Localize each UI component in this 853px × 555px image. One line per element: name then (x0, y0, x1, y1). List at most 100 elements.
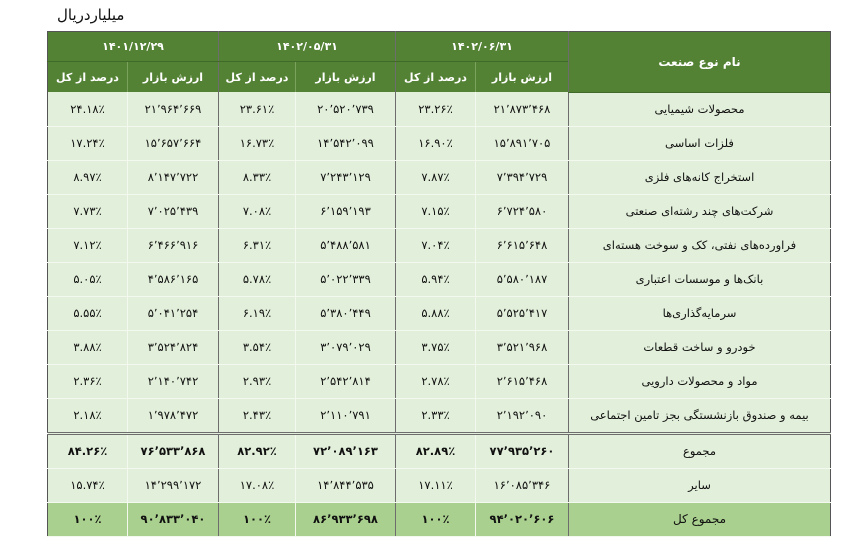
market-value-cell: ۱٬۹۷۸٬۴۷۲ (127, 398, 219, 434)
percent-cell: ۲.۴۳٪ (218, 398, 296, 434)
market-value-cell: ۹۴٬۰۲۰٬۶۰۶ (475, 501, 569, 537)
industry-name: سرمایه‌گذاری‌ها (568, 296, 831, 331)
percent-cell: ۱۶.۷۳٪ (218, 126, 296, 161)
percent-cell: ۲.۹۳٪ (218, 364, 296, 399)
market-value-cell: ۸۶٬۹۳۳٬۶۹۸ (295, 501, 396, 537)
percent-cell: ۱۰۰٪ (218, 501, 296, 537)
industry-name: مجموع کل (568, 501, 831, 537)
percent-cell: ۵.۸۸٪ (395, 296, 476, 331)
industry-name: مواد و محصولات دارویی (568, 364, 831, 399)
market-value-cell: ۵٬۰۴۱٬۲۵۴ (127, 296, 219, 331)
market-value-cell: ۳٬۰۷۹٬۰۲۹ (295, 330, 396, 365)
market-value-cell: ۵٬۴۸۸٬۵۸۱ (295, 228, 396, 263)
percent-cell: ۷.۸۷٪ (395, 160, 476, 195)
percent-cell: ۲.۳۶٪ (47, 364, 128, 399)
percent-cell: ۷.۷۳٪ (47, 194, 128, 229)
percent-cell: ۷.۱۲٪ (47, 228, 128, 263)
market-value-cell: ۱۵٬۶۵۷٬۶۶۴ (127, 126, 219, 161)
industry-name: فلزات اساسی (568, 126, 831, 161)
industry-name: بانک‌ها و موسسات اعتباری (568, 262, 831, 297)
percent-header: درصد از کل (395, 61, 476, 92)
industry-name: خودرو و ساخت قطعات (568, 330, 831, 365)
market-value-cell: ۲٬۱۱۰٬۷۹۱ (295, 398, 396, 434)
percent-cell: ۵.۵۵٪ (47, 296, 128, 331)
other-row: سایر ۱۶٬۰۸۵٬۳۴۶ ۱۷.۱۱٪ ۱۴٬۸۴۴٬۵۳۵ ۱۷.۰۸٪ ۱۴٬۲… (47, 468, 831, 503)
market-value-cell: ۶٬۷۲۴٬۵۸۰ (475, 194, 569, 229)
market-value-cell: ۱۴٬۵۴۲٬۰۹۹ (295, 126, 396, 161)
table-row: بیمه و صندوق بازنشستگی بجز تامین اجتماعی… (47, 398, 831, 434)
market-value-cell: ۱۴٬۲۹۹٬۱۷۲ (127, 468, 219, 503)
percent-cell: ۸.۹۷٪ (47, 160, 128, 195)
market-value-cell: ۲٬۱۹۲٬۰۹۰ (475, 398, 569, 434)
industry-name: شرکت‌های چند رشته‌ای صنعتی (568, 194, 831, 229)
table-row: مواد و محصولات دارویی ۲٬۶۱۵٬۴۶۸ ۲.۷۸٪ ۲٬۵۴۲… (47, 364, 831, 399)
table-row: محصولات شیمیایی ۲۱٬۸۷۳٬۴۶۸ ۲۳.۲۶٪ ۲۰٬۵۲۰٬۷۳… (47, 92, 831, 127)
percent-cell: ۶.۳۱٪ (218, 228, 296, 263)
industry-name: سایر (568, 468, 831, 503)
percent-cell: ۷.۰۴٪ (395, 228, 476, 263)
market-value-cell: ۷۷٬۹۳۵٬۲۶۰ (475, 431, 569, 469)
percent-cell: ۳.۵۴٪ (218, 330, 296, 365)
table-row: فلزات اساسی ۱۵٬۸۹۱٬۷۰۵ ۱۶.۹۰٪ ۱۴٬۵۴۲٬۰۹۹ ۱۶.… (47, 126, 831, 161)
market-value-cell: ۵٬۵۲۵٬۴۱۷ (475, 296, 569, 331)
percent-cell: ۸۴.۲۶٪ (47, 431, 128, 469)
percent-cell: ۵.۰۵٪ (47, 262, 128, 297)
percent-header: درصد از کل (47, 61, 128, 92)
table-row: فراورده‌های نفتی، کک و سوخت هسته‌ای ۶٬۶۱۵… (47, 228, 831, 263)
market-value-cell: ۶٬۱۵۹٬۱۹۳ (295, 194, 396, 229)
market-value-cell: ۳٬۵۲۱٬۹۶۸ (475, 330, 569, 365)
period-header-2: ۱۴۰۲/۰۵/۳۱ (218, 31, 396, 62)
market-value-cell: ۷۲٬۰۸۹٬۱۶۳ (295, 431, 396, 469)
market-value-header: ارزش بازار (295, 61, 396, 92)
industry-name: فراورده‌های نفتی، کک و سوخت هسته‌ای (568, 228, 831, 263)
market-value-cell: ۱۴٬۸۴۴٬۵۳۵ (295, 468, 396, 503)
market-value-cell: ۲۱٬۹۶۴٬۶۶۹ (127, 92, 219, 127)
market-value-cell: ۶٬۴۶۶٬۹۱۶ (127, 228, 219, 263)
industry-name-header: نام نوع صنعت (568, 31, 831, 93)
period-header-1: ۱۴۰۲/۰۶/۳۱ (395, 31, 569, 62)
grand-total-row: مجموع کل ۹۴٬۰۲۰٬۶۰۶ ۱۰۰٪ ۸۶٬۹۳۳٬۶۹۸ ۱۰۰٪ ۹۰٬۸… (47, 501, 831, 537)
industry-market-value-table: نام نوع صنعت ۱۴۰۲/۰۶/۳۱ ۱۴۰۲/۰۵/۳۱ ۱۴۰۱/… (47, 31, 831, 537)
market-value-cell: ۵٬۳۸۰٬۴۴۹ (295, 296, 396, 331)
table-row: سرمایه‌گذاری‌ها ۵٬۵۲۵٬۴۱۷ ۵.۸۸٪ ۵٬۳۸۰٬۴۴۹ ۶.… (47, 296, 831, 331)
percent-cell: ۸.۳۳٪ (218, 160, 296, 195)
market-value-cell: ۷٬۳۹۴٬۷۲۹ (475, 160, 569, 195)
percent-cell: ۵.۷۸٪ (218, 262, 296, 297)
unit-label: میلیاردریال (57, 6, 125, 24)
percent-cell: ۷.۱۵٪ (395, 194, 476, 229)
percent-cell: ۱۷.۰۸٪ (218, 468, 296, 503)
percent-cell: ۲۳.۶۱٪ (218, 92, 296, 127)
market-value-cell: ۲٬۵۴۲٬۸۱۴ (295, 364, 396, 399)
percent-header: درصد از کل (218, 61, 296, 92)
percent-cell: ۲۴.۱۸٪ (47, 92, 128, 127)
market-value-cell: ۹۰٬۸۳۳٬۰۴۰ (127, 501, 219, 537)
market-value-cell: ۲۱٬۸۷۳٬۴۶۸ (475, 92, 569, 127)
percent-cell: ۵.۹۴٪ (395, 262, 476, 297)
percent-cell: ۱۰۰٪ (47, 501, 128, 537)
percent-cell: ۳.۸۸٪ (47, 330, 128, 365)
market-value-cell: ۲٬۶۱۵٬۴۶۸ (475, 364, 569, 399)
percent-cell: ۲۳.۲۶٪ (395, 92, 476, 127)
market-value-cell: ۲۰٬۵۲۰٬۷۳۹ (295, 92, 396, 127)
percent-cell: ۷.۰۸٪ (218, 194, 296, 229)
table-row: شرکت‌های چند رشته‌ای صنعتی ۶٬۷۲۴٬۵۸۰ ۷.۱۵٪… (47, 194, 831, 229)
percent-cell: ۲.۷۸٪ (395, 364, 476, 399)
market-value-cell: ۶٬۶۱۵٬۶۴۸ (475, 228, 569, 263)
percent-cell: ۱۵.۷۴٪ (47, 468, 128, 503)
percent-cell: ۲.۱۸٪ (47, 398, 128, 434)
market-value-cell: ۴٬۵۸۶٬۱۶۵ (127, 262, 219, 297)
industry-name: محصولات شیمیایی (568, 92, 831, 127)
market-value-cell: ۵٬۰۲۲٬۳۳۹ (295, 262, 396, 297)
market-value-cell: ۵٬۵۸۰٬۱۸۷ (475, 262, 569, 297)
market-value-header: ارزش بازار (127, 61, 219, 92)
percent-cell: ۸۲.۸۹٪ (395, 431, 476, 469)
percent-cell: ۳.۷۵٪ (395, 330, 476, 365)
table-row: خودرو و ساخت قطعات ۳٬۵۲۱٬۹۶۸ ۳.۷۵٪ ۳٬۰۷۹٬۰۲… (47, 330, 831, 365)
table-row: استخراج کانه‌های فلزی ۷٬۳۹۴٬۷۲۹ ۷.۸۷٪ ۷٬۲۴۳… (47, 160, 831, 195)
percent-cell: ۱۶.۹۰٪ (395, 126, 476, 161)
percent-cell: ۸۲.۹۲٪ (218, 431, 296, 469)
market-value-cell: ۱۵٬۸۹۱٬۷۰۵ (475, 126, 569, 161)
percent-cell: ۱۷.۱۱٪ (395, 468, 476, 503)
industry-name: استخراج کانه‌های فلزی (568, 160, 831, 195)
percent-cell: ۲.۳۳٪ (395, 398, 476, 434)
